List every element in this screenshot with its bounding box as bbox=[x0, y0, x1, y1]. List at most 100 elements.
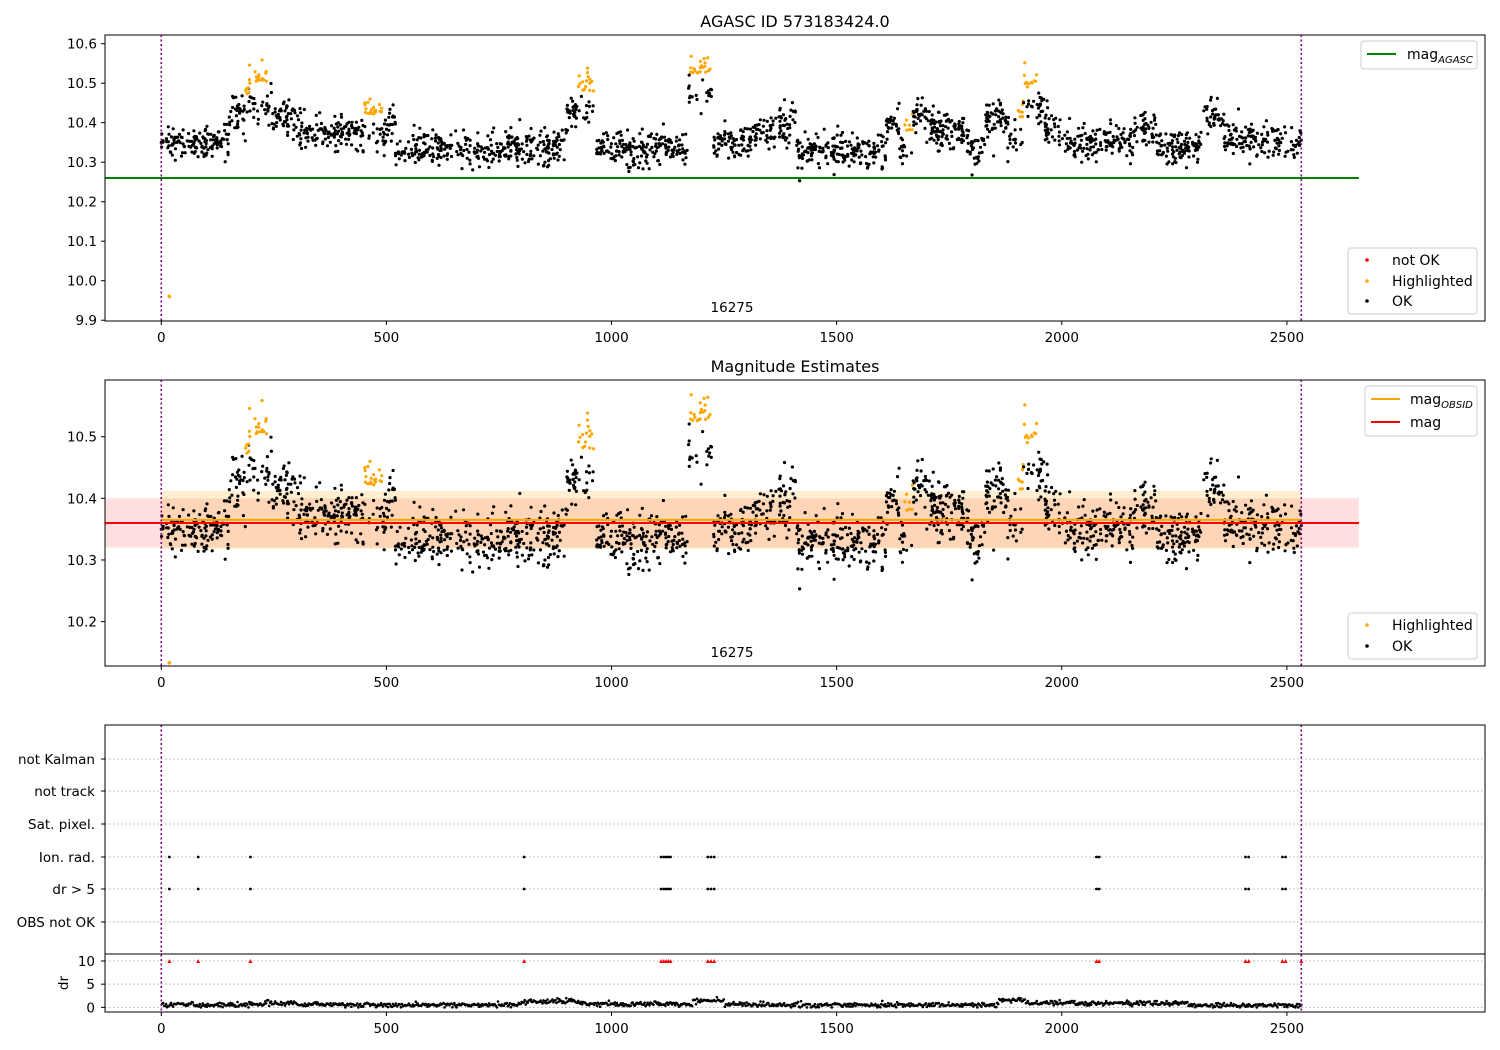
ok-point bbox=[181, 142, 185, 146]
ok-point bbox=[812, 147, 816, 151]
ok-point bbox=[1147, 527, 1151, 531]
ok-point bbox=[1164, 514, 1168, 518]
ok-point bbox=[966, 141, 970, 145]
ok-point bbox=[1108, 141, 1112, 145]
ok-point bbox=[1223, 148, 1228, 152]
flag-point bbox=[669, 855, 672, 859]
ok-point bbox=[1171, 534, 1175, 538]
ok-point bbox=[985, 480, 990, 484]
ok-point bbox=[900, 523, 905, 527]
ok-point bbox=[1037, 104, 1041, 108]
ok-point bbox=[567, 116, 571, 120]
ok-point bbox=[778, 477, 782, 481]
y-tick-label: 10.6 bbox=[67, 37, 97, 53]
ok-point bbox=[434, 133, 438, 137]
highlighted-point bbox=[260, 77, 264, 81]
ok-point bbox=[1225, 500, 1229, 504]
ok-point bbox=[945, 483, 949, 488]
highlighted-point bbox=[1018, 110, 1022, 114]
ok-point bbox=[1209, 457, 1213, 461]
ok-point bbox=[1065, 511, 1069, 515]
ok-point bbox=[916, 483, 921, 488]
ok-point bbox=[609, 529, 614, 533]
ok-point bbox=[1289, 140, 1293, 144]
ok-point bbox=[436, 141, 440, 145]
ok-point bbox=[495, 142, 499, 146]
ok-point bbox=[225, 138, 229, 142]
ok-point bbox=[1190, 527, 1195, 531]
ok-point bbox=[354, 496, 358, 500]
ok-point bbox=[854, 547, 858, 551]
dr-point bbox=[164, 1002, 168, 1006]
ok-point bbox=[788, 504, 792, 508]
ok-point bbox=[391, 468, 395, 473]
ok-point bbox=[1078, 143, 1082, 147]
ok-point bbox=[235, 477, 239, 481]
ok-point bbox=[602, 132, 606, 136]
ok-point bbox=[1050, 114, 1054, 118]
ok-point bbox=[948, 147, 953, 151]
ok-point bbox=[1133, 489, 1137, 493]
ok-point bbox=[1057, 524, 1061, 529]
ok-point bbox=[1104, 539, 1108, 543]
ok-point bbox=[720, 532, 724, 536]
ok-point bbox=[1086, 546, 1090, 550]
ok-point bbox=[1213, 115, 1217, 119]
ok-point bbox=[764, 524, 768, 528]
ok-point bbox=[915, 103, 919, 107]
x-tick-label: 2000 bbox=[1045, 330, 1079, 346]
ok-point bbox=[994, 113, 998, 117]
ok-point bbox=[332, 126, 336, 130]
ok-point bbox=[889, 488, 893, 492]
ok-point bbox=[941, 501, 945, 505]
ok-point bbox=[292, 508, 296, 512]
ok-point bbox=[606, 137, 610, 142]
ok-point bbox=[525, 137, 529, 141]
dr-point bbox=[269, 1000, 273, 1003]
dr-point bbox=[450, 1002, 453, 1005]
highlighted-point bbox=[1023, 82, 1027, 86]
ok-point bbox=[394, 163, 398, 167]
ok-point bbox=[1241, 145, 1245, 149]
ok-point bbox=[439, 148, 443, 152]
ok-point bbox=[716, 514, 720, 518]
ok-point bbox=[1108, 528, 1112, 532]
ok-point bbox=[1094, 142, 1098, 146]
ok-point bbox=[1271, 153, 1275, 157]
ok-point bbox=[284, 115, 288, 119]
ok-point bbox=[381, 135, 385, 139]
highlighted-point bbox=[1029, 80, 1033, 84]
ok-point bbox=[166, 503, 170, 507]
ok-point bbox=[795, 143, 799, 147]
ok-point bbox=[1104, 145, 1108, 149]
ok-point bbox=[1205, 107, 1209, 111]
ok-point bbox=[1073, 549, 1077, 554]
ok-point bbox=[850, 512, 855, 516]
ok-point bbox=[590, 479, 595, 483]
ok-point bbox=[415, 523, 419, 527]
ok-point bbox=[1235, 137, 1239, 141]
dr-point bbox=[217, 1004, 220, 1008]
ok-point bbox=[314, 532, 318, 536]
highlighted-point bbox=[244, 446, 248, 450]
dr-point bbox=[551, 998, 554, 1001]
ok-point bbox=[1289, 526, 1293, 530]
ok-point bbox=[687, 443, 691, 447]
ok-point bbox=[844, 139, 848, 143]
ok-point bbox=[966, 529, 970, 533]
ok-point bbox=[302, 131, 306, 135]
ok-point bbox=[230, 493, 234, 497]
y-tick-label: 9.9 bbox=[76, 313, 97, 329]
ok-point bbox=[203, 526, 207, 530]
ok-point bbox=[850, 544, 855, 549]
ok-point bbox=[1106, 524, 1110, 529]
ok-point bbox=[778, 494, 782, 498]
ok-point bbox=[984, 484, 988, 488]
ok-point bbox=[609, 142, 614, 146]
ok-point bbox=[215, 146, 219, 150]
ok-point bbox=[1270, 505, 1274, 509]
ok-point bbox=[564, 512, 568, 516]
ok-point bbox=[847, 564, 851, 568]
ok-point bbox=[587, 104, 592, 108]
ok-point bbox=[915, 476, 919, 480]
